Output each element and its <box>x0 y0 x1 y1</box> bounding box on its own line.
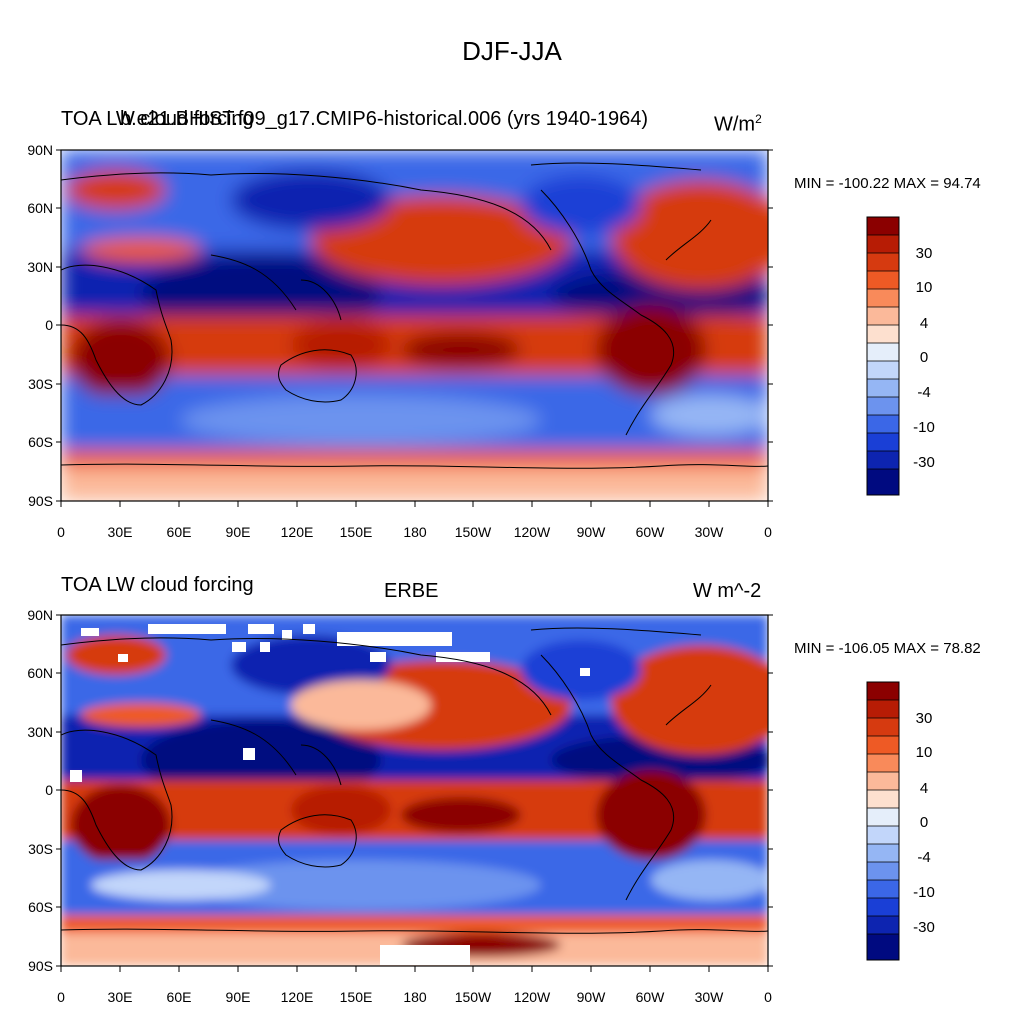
panel2-map <box>61 615 768 966</box>
panel2-missing-data <box>70 624 590 965</box>
colorbar-label: 0 <box>920 814 928 831</box>
panel1-units-sup: 2 <box>755 112 762 126</box>
panel2-colorbar <box>866 681 900 961</box>
panel1-units-text: W/m <box>714 113 756 136</box>
panel1-colorbar-labels: 30 10 4 0 -4 -10 -30 <box>913 245 935 471</box>
panel1-left-title-b: b.e21.BHIST.f09_g17.CMIP6-historical.006… <box>120 108 649 130</box>
lat-label: 60N <box>27 665 53 681</box>
lon-label: 90E <box>226 989 251 1005</box>
panel2-ticks <box>56 614 773 972</box>
lon-label: 60W <box>636 524 666 540</box>
lat-label: 0 <box>45 782 53 798</box>
panel1-lon-labels: 0 30E 60E 90E 120E 150E 180 150W 120W 90… <box>57 524 772 540</box>
lon-label: 60E <box>167 524 192 540</box>
colorbar-label: 0 <box>920 349 928 366</box>
lon-label: 120W <box>514 524 551 540</box>
lon-label: 120E <box>281 989 314 1005</box>
colorbar-label: -30 <box>913 454 935 471</box>
panel1-lat-labels: 90N 60N 30N 0 30S 60S 90S <box>27 142 53 509</box>
lon-label: 60W <box>636 989 666 1005</box>
lon-label: 30E <box>108 989 133 1005</box>
panel1-colorbar <box>866 216 900 496</box>
colorbar-label: -4 <box>917 384 930 401</box>
lat-label: 60N <box>27 200 53 216</box>
panel2-colorbar-labels: 30 10 4 0 -4 -10 -30 <box>913 710 935 936</box>
panel2-lon-labels: 0 30E 60E 90E 120E 150E 180 150W 120W 90… <box>57 989 772 1005</box>
panel2-left-title: TOA LW cloud forcing <box>61 574 254 596</box>
panel2-min-max: MIN = -106.05 MAX = 78.82 <box>794 640 981 657</box>
lon-label: 120W <box>514 989 551 1005</box>
panel2-lat-labels: 90N 60N 30N 0 30S 60S 90S <box>27 607 53 974</box>
panel1-map <box>61 150 768 501</box>
lat-label: 30N <box>27 724 53 740</box>
lon-label: 0 <box>764 524 772 540</box>
colorbar-label: -10 <box>913 419 935 436</box>
lat-label: 30S <box>28 376 53 392</box>
panel1-left-title-a: TOA LW cloud forcing <box>61 108 254 130</box>
panel1-min-max: MIN = -100.22 MAX = 94.74 <box>794 175 981 192</box>
lon-label: 150E <box>340 989 373 1005</box>
lon-label: 30E <box>108 524 133 540</box>
lat-label: 90N <box>27 142 53 158</box>
lon-label: 90W <box>577 989 607 1005</box>
lat-label: 90S <box>28 493 53 509</box>
lon-label: 0 <box>57 524 65 540</box>
panel2-units: W m^-2 <box>693 580 762 602</box>
lat-label: 60S <box>28 899 53 915</box>
colorbar-label: 4 <box>920 780 928 797</box>
lon-label: 0 <box>57 989 65 1005</box>
lon-label: 60E <box>167 989 192 1005</box>
colorbar-label: 10 <box>916 744 933 761</box>
colorbar-label: 4 <box>920 315 928 332</box>
panel1-units: W/m2 <box>714 112 762 137</box>
lat-label: 0 <box>45 317 53 333</box>
lon-label: 90E <box>226 524 251 540</box>
colorbar-label: 30 <box>916 710 933 727</box>
lon-label: 0 <box>764 989 772 1005</box>
colorbar-label: -4 <box>917 849 930 866</box>
lon-label: 120E <box>281 524 314 540</box>
lon-label: 150E <box>340 524 373 540</box>
lat-label: 60S <box>28 434 53 450</box>
colorbar-label: 30 <box>916 245 933 262</box>
lat-label: 90S <box>28 958 53 974</box>
lon-label: 90W <box>577 524 607 540</box>
lon-label: 150W <box>455 524 492 540</box>
panel1-ticks <box>56 149 773 507</box>
lon-label: 30W <box>695 989 725 1005</box>
lat-label: 30S <box>28 841 53 857</box>
lat-label: 90N <box>27 607 53 623</box>
colorbar-label: 10 <box>916 279 933 296</box>
lat-label: 30N <box>27 259 53 275</box>
lon-label: 180 <box>403 524 427 540</box>
lon-label: 180 <box>403 989 427 1005</box>
lon-label: 150W <box>455 989 492 1005</box>
colorbar-label: -10 <box>913 884 935 901</box>
lon-label: 30W <box>695 524 725 540</box>
figure-title: DJF-JJA <box>462 36 562 66</box>
colorbar-label: -30 <box>913 919 935 936</box>
panel2-center-title: ERBE <box>384 580 439 602</box>
